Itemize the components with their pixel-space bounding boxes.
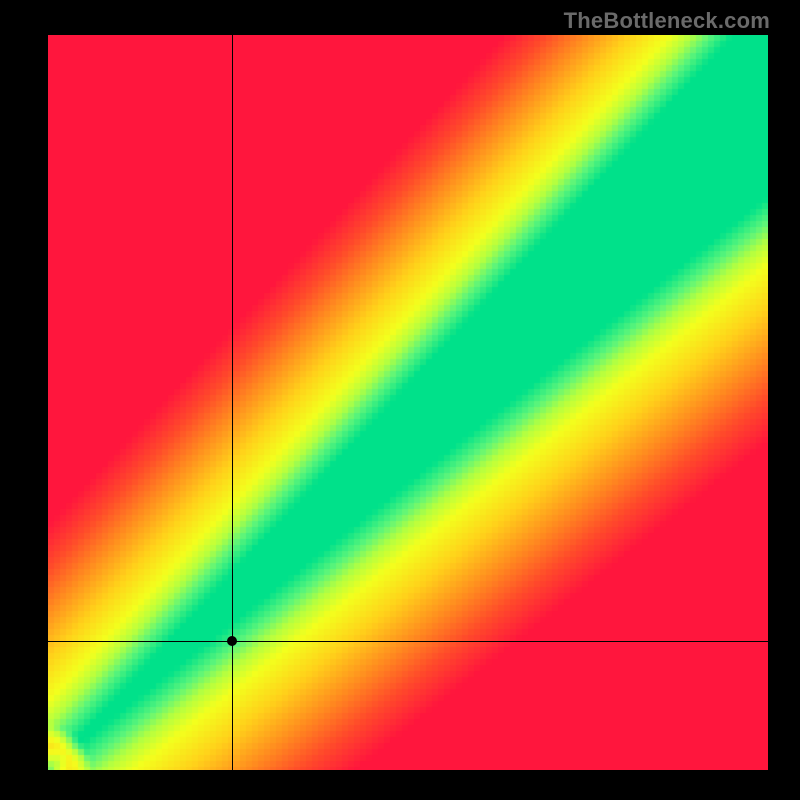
watermark-text: TheBottleneck.com (564, 8, 770, 34)
crosshair-horizontal (48, 641, 768, 642)
bottleneck-heatmap (48, 35, 768, 770)
crosshair-vertical (232, 35, 233, 770)
chart-container: TheBottleneck.com (0, 0, 800, 800)
crosshair-marker (227, 636, 237, 646)
